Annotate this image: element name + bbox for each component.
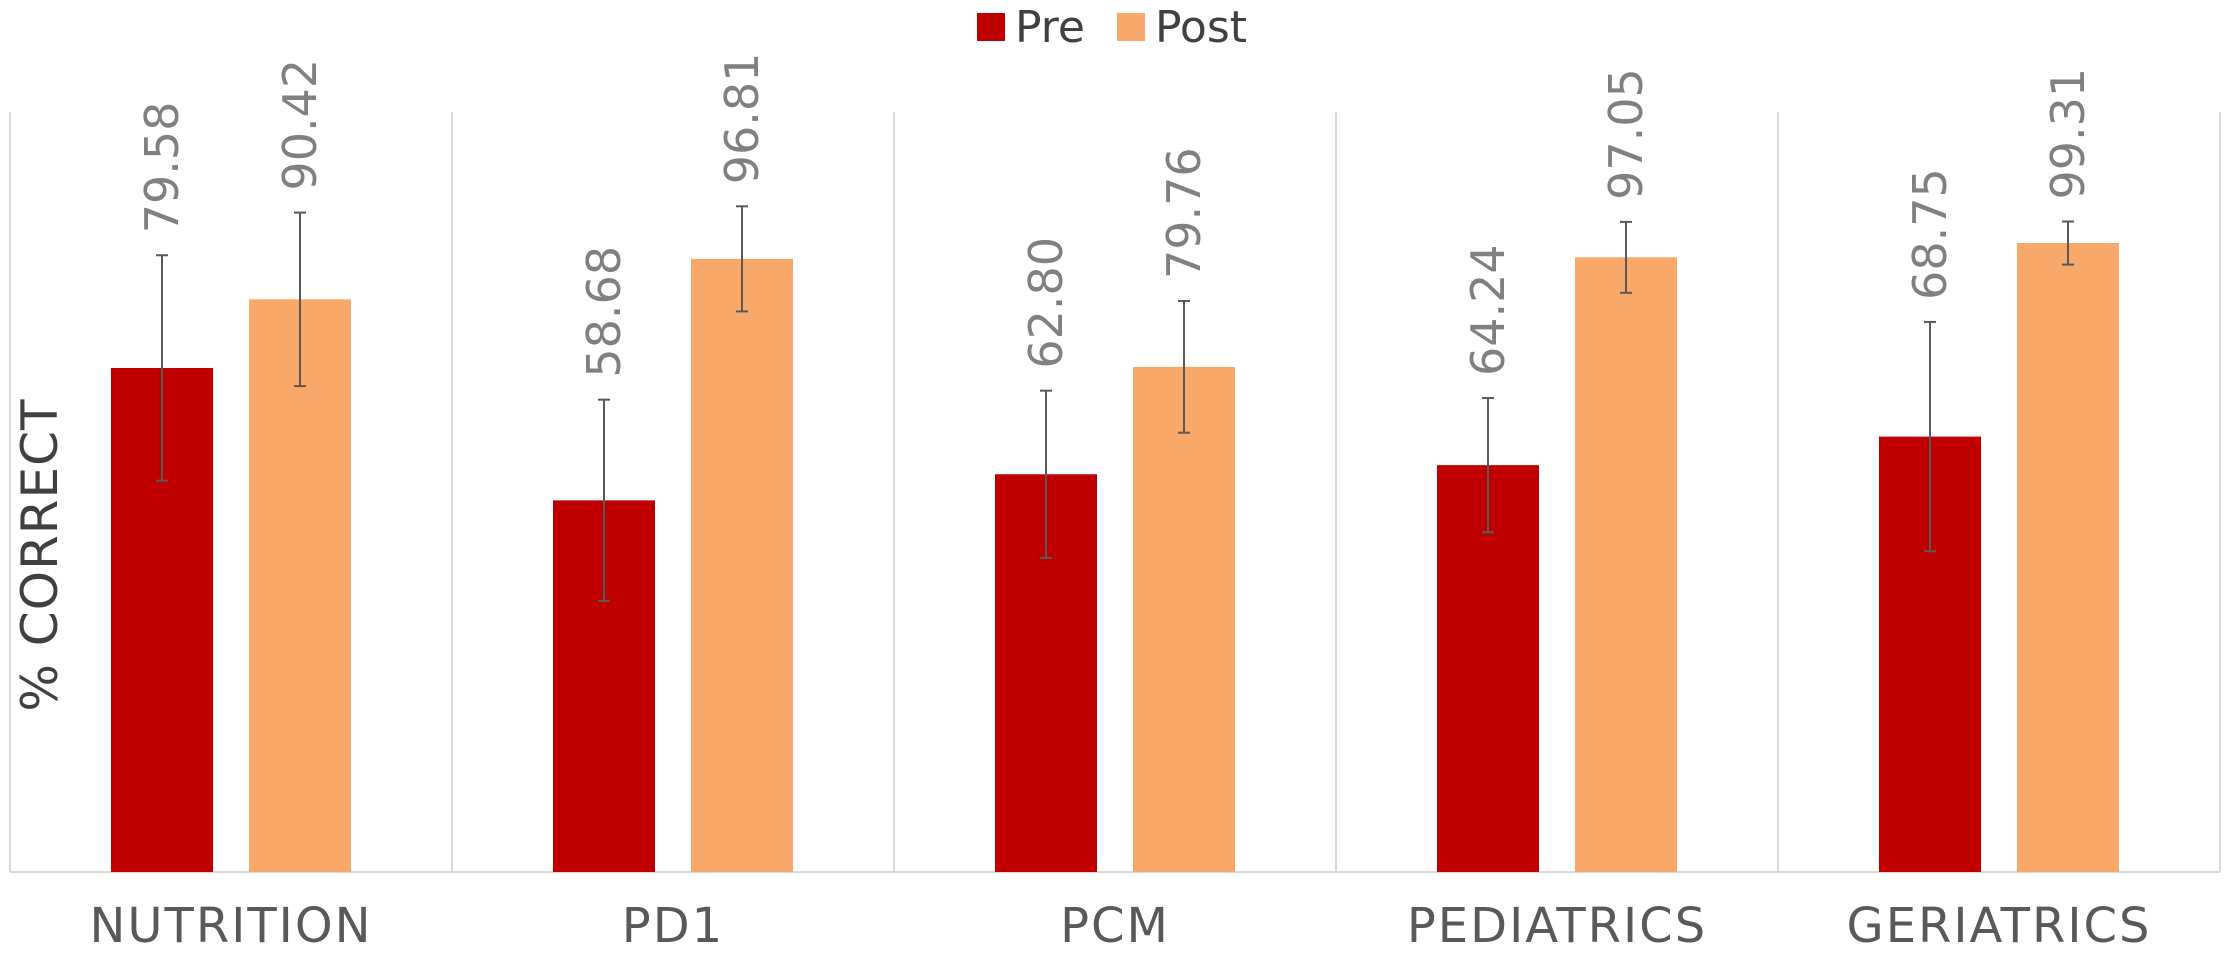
data-label: 62.80: [1019, 237, 1073, 369]
data-label: 97.05: [1599, 68, 1653, 200]
x-tick-label: PCM: [1060, 898, 1170, 954]
x-tick-label: PD1: [622, 898, 724, 954]
legend-swatch-post: [1116, 13, 1145, 41]
x-tick-label: GERIATRICS: [1847, 898, 2152, 954]
legend-item-post: Post: [1116, 1, 1247, 53]
data-label: 96.81: [715, 53, 769, 185]
legend-label-post: Post: [1154, 1, 1247, 53]
legend: Pre Post: [0, 0, 2224, 54]
x-tick-label: NUTRITION: [89, 898, 372, 954]
bar-post-nutrition: [249, 299, 351, 873]
bar-post-pediatrics: [1575, 257, 1677, 873]
data-label: 64.24: [1461, 244, 1515, 376]
bar-post-pcm: [1133, 366, 1235, 872]
data-label: 68.75: [1903, 168, 1957, 300]
data-label: 58.68: [577, 246, 631, 378]
data-label: 90.42: [273, 59, 327, 191]
x-tick-label: PEDIATRICS: [1407, 898, 1707, 954]
data-label: 79.76: [1157, 147, 1211, 279]
legend-label-pre: Pre: [1014, 1, 1085, 53]
bar-post-pd1: [691, 258, 793, 872]
legend-swatch-pre: [976, 13, 1005, 41]
bar-post-geriatrics: [2017, 243, 2119, 872]
data-label: 79.58: [135, 102, 189, 234]
legend-item-pre: Pre: [976, 1, 1085, 53]
data-label: 99.31: [2041, 68, 2095, 200]
